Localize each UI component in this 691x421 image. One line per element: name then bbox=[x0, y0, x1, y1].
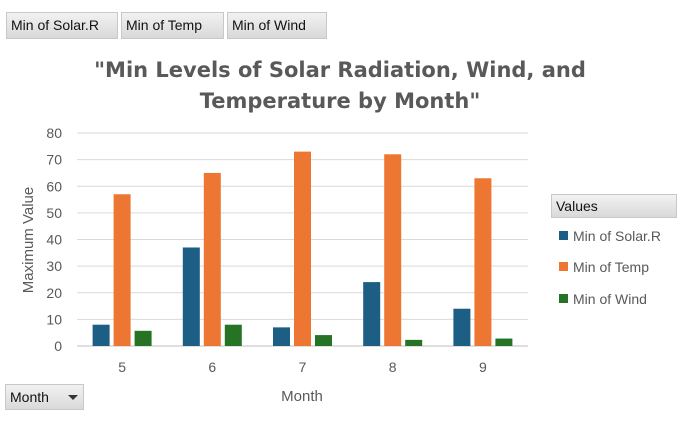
x-tick-label: 9 bbox=[479, 359, 487, 375]
legend-item-solar[interactable]: Min of Solar.R bbox=[559, 228, 661, 244]
legend-swatch-temp bbox=[559, 262, 568, 271]
legend-swatch-wind bbox=[559, 294, 568, 303]
bar-solar-month-7[interactable] bbox=[273, 327, 290, 346]
bar-wind-month-6[interactable] bbox=[224, 324, 242, 346]
bar-solar-month-9[interactable] bbox=[453, 308, 471, 346]
y-tick-label: 30 bbox=[46, 258, 62, 274]
field-button-min-temp[interactable]: Min of Temp bbox=[121, 12, 224, 39]
bar-temp-month-5[interactable] bbox=[113, 194, 131, 346]
bar-temp-month-6[interactable] bbox=[203, 172, 221, 346]
y-tick-label: 50 bbox=[46, 205, 62, 221]
bar-wind-month-8[interactable] bbox=[405, 339, 423, 346]
bar-layer bbox=[92, 151, 513, 346]
month-button-label: Month bbox=[10, 389, 49, 405]
x-axis-title: Month bbox=[281, 388, 323, 405]
y-tick-label: 60 bbox=[46, 178, 62, 194]
legend-label-wind: Min of Wind bbox=[573, 291, 647, 307]
bar-solar-month-6[interactable] bbox=[182, 247, 200, 346]
x-tick-label: 8 bbox=[389, 359, 397, 375]
y-tick-label: 10 bbox=[46, 311, 62, 327]
legend-field-button-values[interactable]: Values bbox=[551, 194, 677, 218]
bar-wind-month-5[interactable] bbox=[134, 330, 152, 346]
chart-title-line-2: Temperature by Month" bbox=[199, 89, 481, 113]
legend-item-temp[interactable]: Min of Temp bbox=[559, 259, 649, 275]
axis-field-button-month[interactable]: Month bbox=[5, 384, 84, 410]
bar-temp-month-8[interactable] bbox=[384, 154, 402, 346]
field-button-min-wind[interactable]: Min of Wind bbox=[227, 12, 327, 39]
legend-label-temp: Min of Temp bbox=[573, 259, 649, 275]
bar-solar-month-8[interactable] bbox=[363, 282, 381, 346]
x-tick-label: 7 bbox=[299, 359, 307, 375]
label-layer: 0 10 20 30 40 50 60 70 80 5 6 7 8 9 bbox=[46, 125, 487, 375]
bar-wind-month-9[interactable] bbox=[495, 338, 513, 346]
bar-wind-month-7[interactable] bbox=[315, 335, 332, 346]
y-axis-title: Maximum Value bbox=[20, 187, 37, 293]
chart-title-line-1: "Min Levels of Solar Radiation, Wind, an… bbox=[94, 58, 586, 82]
field-button-min-solar[interactable]: Min of Solar.R bbox=[6, 12, 118, 39]
x-tick-label: 5 bbox=[118, 359, 126, 375]
y-tick-label: 40 bbox=[46, 232, 62, 248]
bar-temp-month-7[interactable] bbox=[294, 151, 311, 346]
legend-item-wind[interactable]: Min of Wind bbox=[559, 291, 647, 307]
x-tick-label: 6 bbox=[208, 359, 216, 375]
bar-temp-month-9[interactable] bbox=[474, 178, 492, 346]
chart-title[interactable]: "Min Levels of Solar Radiation, Wind, an… bbox=[60, 55, 620, 117]
legend-swatch-solar bbox=[559, 231, 568, 240]
bar-solar-month-5[interactable] bbox=[92, 324, 110, 346]
dropdown-arrow-icon[interactable] bbox=[68, 395, 78, 400]
y-tick-label: 0 bbox=[54, 338, 62, 354]
y-tick-label: 20 bbox=[46, 285, 62, 301]
y-tick-label: 70 bbox=[46, 152, 62, 168]
legend-label-solar: Min of Solar.R bbox=[573, 228, 661, 244]
y-tick-label: 80 bbox=[46, 125, 62, 141]
